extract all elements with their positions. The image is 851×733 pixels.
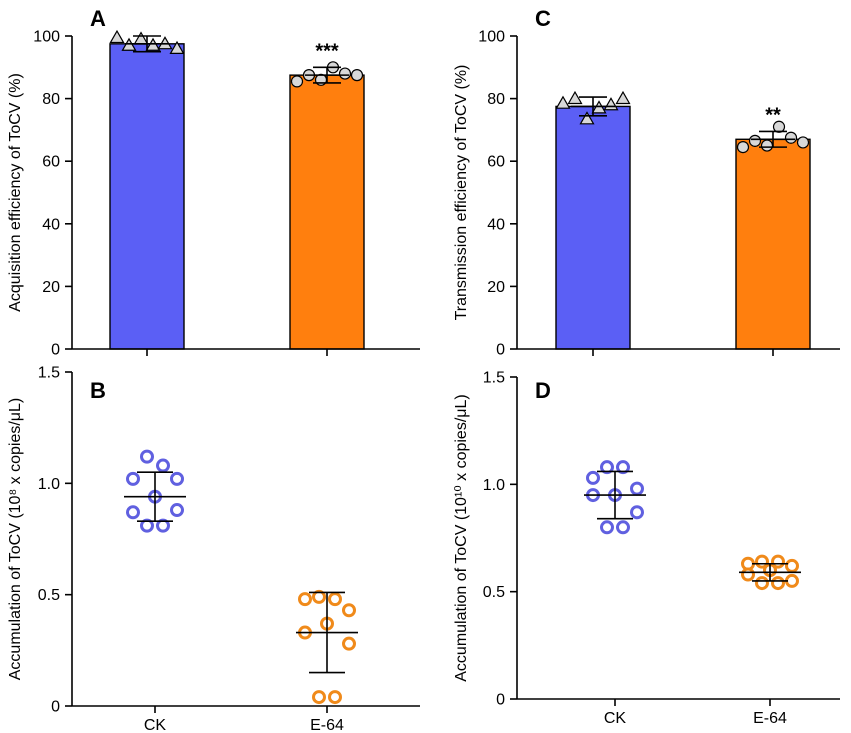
y-tick-label: 60 — [487, 154, 505, 171]
y-tick-label: 0.5 — [483, 584, 505, 601]
point-ck — [170, 503, 184, 518]
point-triangle — [567, 90, 583, 105]
y-tick-label: 1.5 — [483, 370, 505, 387]
y-axis-title: Transmission efficiency of ToCV (%) — [453, 65, 470, 321]
y-tick-label: 20 — [42, 279, 60, 296]
panel-c: 0 20 40 60 80 100 C Transmission efficiency of … — [453, 6, 840, 359]
point-e-64 — [342, 603, 356, 618]
significance-label: *** — [315, 40, 339, 62]
point-e-64 — [312, 589, 326, 604]
panel-d: 0 0.5 1.0 1.5 CK E-64 D Accumulation of ToCV (1… — [453, 370, 840, 727]
point-e-64 — [771, 576, 785, 591]
bar-e-64 — [735, 138, 811, 350]
y-tick-label: 40 — [42, 216, 60, 233]
y-tick-label: 60 — [42, 154, 60, 171]
point-circle — [350, 69, 364, 82]
point-ck — [156, 518, 170, 533]
bar-ck — [109, 43, 185, 350]
point-e-64 — [298, 592, 312, 607]
point-circle — [760, 139, 774, 152]
point-ck — [616, 520, 630, 535]
x-tick-label-e-64: E-64 — [753, 710, 787, 727]
y-tick-label: 80 — [42, 91, 60, 108]
point-circle — [748, 134, 762, 147]
x-tick-label-ck: CK — [144, 717, 167, 733]
panel-label: B — [90, 378, 106, 403]
y-tick-label: 20 — [487, 279, 505, 296]
point-ck — [170, 471, 184, 486]
bar-e-64 — [289, 74, 365, 350]
point-circle — [338, 67, 352, 80]
y-tick-label: 100 — [478, 29, 505, 46]
point-triangle — [157, 36, 173, 50]
point-ck — [630, 481, 644, 496]
point-triangle — [133, 31, 149, 45]
point-ck — [586, 470, 600, 485]
point-circle — [784, 131, 798, 144]
point-e-64 — [785, 558, 799, 573]
point-ck — [630, 505, 644, 520]
panel-a: 0 20 40 60 80 100 A Acquisition efficiency of T… — [7, 6, 420, 359]
y-axis-title: Acquisition efficiency of ToCV (%) — [7, 73, 24, 312]
point-e-64 — [312, 690, 326, 705]
panel-label: A — [90, 6, 106, 31]
point-ck — [126, 505, 140, 520]
point-e-64 — [328, 690, 342, 705]
point-e-64 — [741, 567, 755, 582]
panel-b: 0 0.5 1.0 1.5 CK E-64 B Accumulation of ToCV (1… — [7, 365, 420, 733]
point-e-64 — [785, 573, 799, 588]
y-tick-label: 0.5 — [38, 587, 60, 604]
y-axis-title: Accumulation of ToCV (10¹⁰ x copies/μL) — [453, 394, 470, 681]
point-ck — [140, 449, 154, 464]
y-tick-label: 0 — [51, 342, 60, 359]
point-e-64 — [328, 592, 342, 607]
point-circle — [290, 75, 304, 88]
point-triangle — [615, 90, 631, 105]
point-circle — [796, 136, 810, 149]
panel-label: C — [535, 6, 551, 31]
point-circle — [736, 141, 750, 154]
point-e-64 — [342, 636, 356, 651]
point-circle — [772, 120, 786, 133]
point-triangle — [169, 40, 185, 54]
bar-ck — [555, 105, 631, 350]
significance-label: ** — [765, 104, 781, 126]
panel-label: D — [535, 378, 551, 403]
y-tick-label: 0 — [51, 699, 60, 716]
point-triangle — [579, 111, 595, 125]
point-ck — [616, 460, 630, 475]
point-ck — [156, 458, 170, 473]
x-tick-label-ck: CK — [604, 710, 627, 727]
y-tick-label: 0 — [496, 342, 505, 359]
y-tick-label: 40 — [487, 216, 505, 233]
y-tick-label: 1.0 — [38, 476, 60, 493]
point-ck — [600, 520, 614, 535]
point-triangle — [109, 29, 125, 44]
x-tick-label-e-64: E-64 — [310, 717, 344, 733]
y-axis-title: Accumulation of ToCV (10⁸ x copies/μL) — [7, 398, 24, 680]
y-tick-label: 1.5 — [38, 365, 60, 382]
y-tick-label: 100 — [33, 29, 60, 46]
point-e-64 — [755, 576, 769, 591]
y-tick-label: 1.0 — [483, 477, 505, 494]
point-ck — [140, 518, 154, 533]
point-ck — [126, 471, 140, 486]
y-tick-label: 80 — [487, 91, 505, 108]
point-ck — [600, 460, 614, 475]
point-triangle — [555, 95, 571, 109]
y-tick-label: 0 — [496, 692, 505, 709]
